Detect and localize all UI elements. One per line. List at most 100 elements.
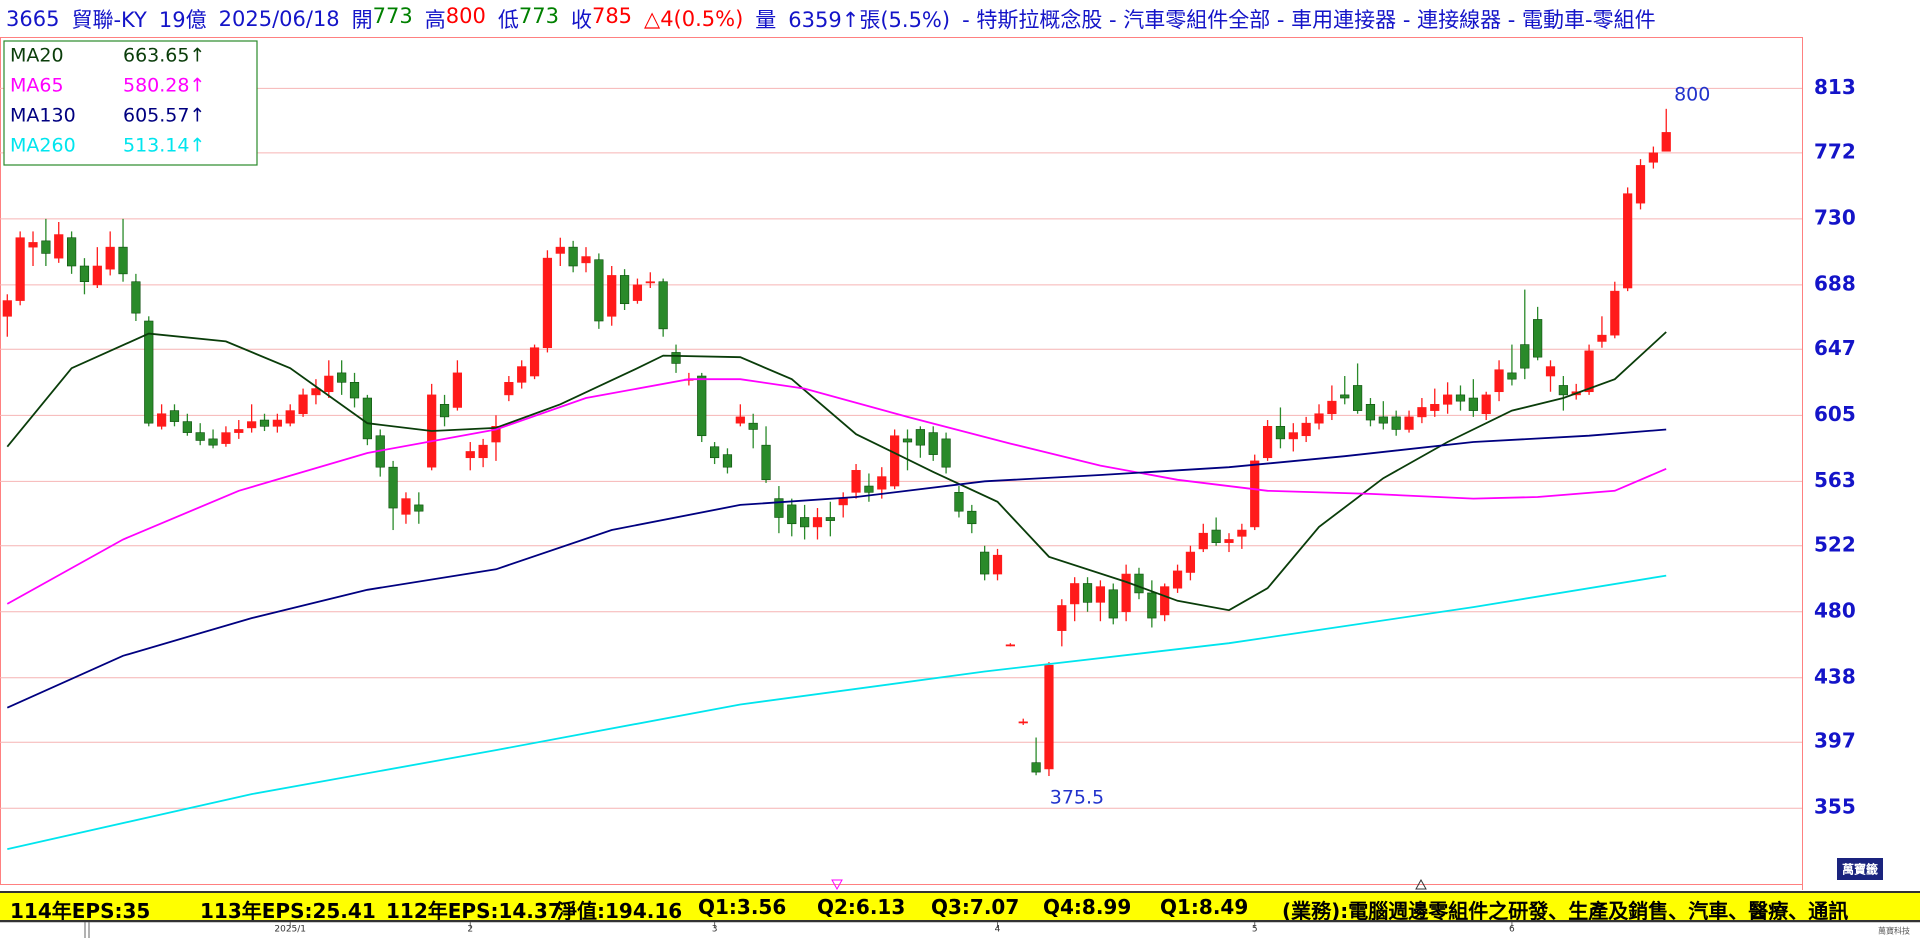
candle-body	[787, 504, 797, 525]
candle-body	[632, 284, 643, 301]
header-group: 6359↑張(5.5%)	[788, 4, 950, 34]
y-tick-label: 772	[1814, 139, 1856, 163]
candle-body	[568, 246, 578, 267]
candle-body	[594, 259, 604, 322]
candle-body	[851, 470, 861, 493]
candle-body	[671, 352, 681, 364]
candle-body	[1262, 426, 1273, 459]
candle-body	[1198, 532, 1208, 550]
legend-box	[3, 40, 258, 166]
header-group: 高 800	[425, 4, 486, 34]
candle-body	[414, 504, 424, 512]
candle-body	[388, 466, 398, 509]
footer-item: Q1:3.56	[698, 895, 787, 919]
candle-body	[1584, 350, 1594, 393]
candle-body	[1018, 721, 1028, 724]
legend-name: MA65	[10, 75, 64, 97]
candle-body	[1301, 422, 1311, 437]
candle-body	[1288, 432, 1298, 440]
candle-body	[1481, 394, 1491, 415]
legend-value: 605.57↑	[123, 105, 205, 127]
candle-body	[581, 256, 591, 264]
candle-body	[619, 275, 630, 305]
candle-body	[774, 498, 784, 518]
candle-body	[1005, 644, 1015, 647]
candle-body	[311, 388, 321, 396]
candle-body	[144, 320, 154, 424]
candle-body	[697, 375, 707, 437]
header-text: 收	[570, 7, 592, 32]
candle-body	[722, 454, 733, 468]
candle-body	[1172, 570, 1183, 589]
candle-body	[1507, 372, 1517, 380]
y-tick-label: 813	[1814, 75, 1856, 99]
candle-body	[1648, 152, 1658, 163]
header-text: △4(0.5%)	[644, 6, 744, 31]
candle-body	[1520, 344, 1530, 369]
candle-body	[1443, 394, 1453, 405]
candle-body	[1635, 165, 1646, 204]
candle-body	[41, 240, 51, 254]
candle-body	[928, 432, 938, 455]
header-group: - 特斯拉概念股 - 汽車零組件全部 - 車用連接器 - 連接線器 - 電動車-…	[962, 4, 1656, 34]
candle-body	[504, 382, 514, 396]
candle-body	[1610, 290, 1620, 336]
header-group: 收 785	[571, 4, 632, 34]
candle-body	[208, 438, 218, 446]
candle-body	[1417, 407, 1427, 418]
candle-body	[169, 410, 180, 422]
footer-item: Q3:7.07	[931, 895, 1020, 919]
candle-body	[234, 429, 244, 433]
candle-body	[105, 246, 115, 270]
candle-body	[298, 394, 308, 415]
candle-body	[825, 517, 835, 521]
footer-bar: 114年EPS:35 113年EPS:25.41 112年EPS:14.37 淨值:1…	[0, 891, 1920, 922]
marker	[831, 879, 843, 891]
candle-body	[1147, 592, 1157, 619]
header-text: - 特斯拉概念股 - 汽車零組件全部 - 車用連接器 - 連接線器 - 電動車-…	[962, 7, 1656, 32]
candle-body	[337, 372, 347, 383]
header-text: 800	[445, 3, 486, 28]
logo: 萬寶籤	[1842, 862, 1878, 877]
footer-item: 113年EPS:25.41	[200, 899, 376, 922]
candle-body	[1353, 385, 1363, 411]
logo-box	[1837, 858, 1883, 880]
header-text: 773	[518, 3, 559, 28]
candle-body	[272, 419, 282, 427]
y-tick-label: 522	[1814, 532, 1856, 556]
candle-body	[529, 347, 540, 377]
candle-body	[1661, 132, 1671, 152]
candle-body	[92, 265, 102, 286]
legend-name: MA20	[10, 45, 64, 67]
candle-body	[748, 422, 758, 430]
candle-body	[131, 281, 141, 314]
candle-body	[1031, 762, 1041, 773]
candle-body	[838, 498, 848, 506]
candle-body	[1558, 385, 1568, 396]
footer-item: Q2:6.13	[817, 895, 906, 919]
candle-body	[1340, 394, 1350, 399]
candle-body	[1095, 586, 1105, 603]
candle-body	[285, 410, 295, 424]
candle-body	[1237, 529, 1247, 537]
candle-body	[362, 397, 372, 440]
candle-body	[1430, 404, 1440, 411]
candle-body	[1108, 589, 1118, 619]
candle-body	[1455, 394, 1466, 402]
footer-item: (業務):電腦週邊零組件之研發、生產及銷售、汽車、醫療、通訊	[1282, 899, 1849, 922]
low-label: 375.5	[1050, 787, 1104, 809]
ma-line	[6, 378, 1667, 605]
candle-body	[864, 485, 874, 493]
candle-body	[1044, 664, 1054, 770]
candle-body	[1391, 416, 1401, 430]
header-group: 低 773	[498, 4, 559, 34]
header-text: 785	[591, 3, 633, 28]
header-text: 開	[351, 7, 373, 32]
legend-value: 663.65↑	[123, 45, 205, 67]
footer-item: Q4:8.99	[1043, 895, 1132, 919]
y-tick-label: 397	[1814, 729, 1856, 753]
x-tick-label: 5	[1252, 925, 1258, 935]
candle-body	[195, 432, 205, 441]
marker	[1415, 878, 1427, 890]
legend-value: 513.14↑	[123, 135, 205, 157]
